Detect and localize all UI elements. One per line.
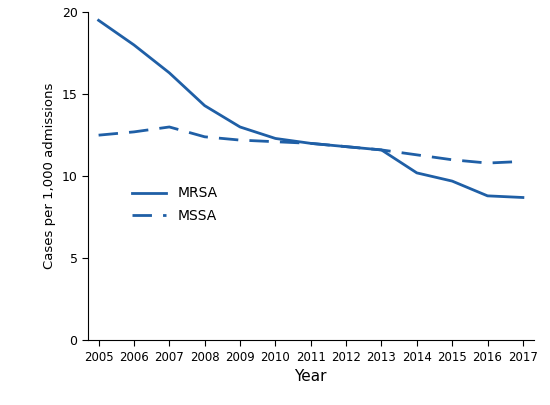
- MSSA: [343, 144, 349, 149]
- MRSA: [166, 70, 173, 75]
- MRSA: [201, 103, 208, 108]
- MSSA: [201, 134, 208, 139]
- Line: MSSA: MSSA: [98, 127, 523, 163]
- Y-axis label: Cases per 1,000 admissions: Cases per 1,000 admissions: [43, 83, 56, 269]
- MSSA: [484, 161, 491, 166]
- MSSA: [449, 157, 455, 162]
- MRSA: [414, 171, 420, 175]
- Line: MRSA: MRSA: [98, 20, 523, 198]
- MSSA: [95, 133, 102, 138]
- MRSA: [449, 179, 455, 183]
- X-axis label: Year: Year: [294, 369, 327, 384]
- MSSA: [378, 147, 385, 152]
- MRSA: [520, 195, 526, 200]
- MSSA: [236, 138, 243, 143]
- Legend: MRSA, MSSA: MRSA, MSSA: [126, 181, 223, 228]
- MRSA: [484, 194, 491, 198]
- MSSA: [272, 139, 279, 144]
- MRSA: [272, 136, 279, 141]
- MRSA: [95, 18, 102, 23]
- MRSA: [131, 43, 138, 47]
- MSSA: [414, 152, 420, 157]
- MRSA: [236, 125, 243, 130]
- MRSA: [378, 147, 385, 152]
- MRSA: [343, 144, 349, 149]
- MSSA: [520, 159, 526, 164]
- MRSA: [307, 141, 314, 146]
- MSSA: [166, 125, 173, 130]
- MSSA: [131, 130, 138, 134]
- MSSA: [307, 141, 314, 146]
